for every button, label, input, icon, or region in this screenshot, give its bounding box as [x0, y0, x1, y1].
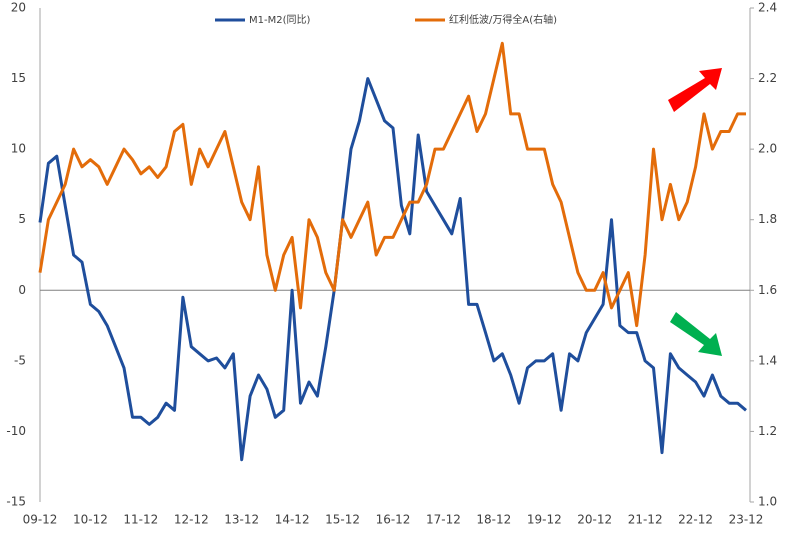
- y2-tick-label: 1.8: [758, 212, 777, 226]
- y-tick-label: 10: [11, 142, 26, 156]
- series-line: [38, 41, 746, 328]
- x-tick-label: 10-12: [73, 513, 108, 527]
- x-tick-label: 12-12: [174, 513, 209, 527]
- y-tick-label: -15: [6, 495, 26, 509]
- x-tick-label: 16-12: [376, 513, 411, 527]
- legend-label: 红利低波/万得全A(右轴): [449, 13, 557, 26]
- y2-tick-label: 2.2: [758, 71, 777, 85]
- x-tick-label: 19-12: [527, 513, 562, 527]
- x-tick-label: 23-12: [729, 513, 764, 527]
- x-tick-label: 09-12: [23, 513, 58, 527]
- x-tick-label: 21-12: [628, 513, 663, 527]
- y-tick-label: 15: [11, 71, 26, 85]
- x-tick-label: 13-12: [224, 513, 259, 527]
- x-tick-label: 11-12: [123, 513, 158, 527]
- x-tick-label: 14-12: [275, 513, 310, 527]
- y2-tick-label: 2.4: [758, 1, 777, 15]
- x-tick-label: 15-12: [325, 513, 360, 527]
- y2-tick-label: 1.6: [758, 283, 777, 297]
- up-arrow: [668, 68, 722, 112]
- y2-tick-label: 1.4: [758, 353, 777, 367]
- x-tick-label: 17-12: [426, 513, 461, 527]
- y2-tick-label: 1.0: [758, 495, 777, 509]
- x-tick-label: 20-12: [577, 513, 612, 527]
- y2-tick-label: 1.2: [758, 424, 777, 438]
- series-line: [38, 77, 747, 462]
- y-tick-label: 0: [18, 283, 26, 297]
- down-arrow: [670, 312, 722, 356]
- y-tick-label: 20: [11, 1, 26, 15]
- legend-label: M1-M2(同比): [249, 14, 310, 26]
- y-tick-label: -10: [6, 424, 26, 438]
- x-tick-label: 22-12: [678, 513, 713, 527]
- y-tick-label: -5: [14, 353, 26, 367]
- x-tick-label: 18-12: [476, 513, 511, 527]
- y2-tick-label: 2.0: [758, 142, 777, 156]
- y-tick-label: 5: [18, 212, 26, 226]
